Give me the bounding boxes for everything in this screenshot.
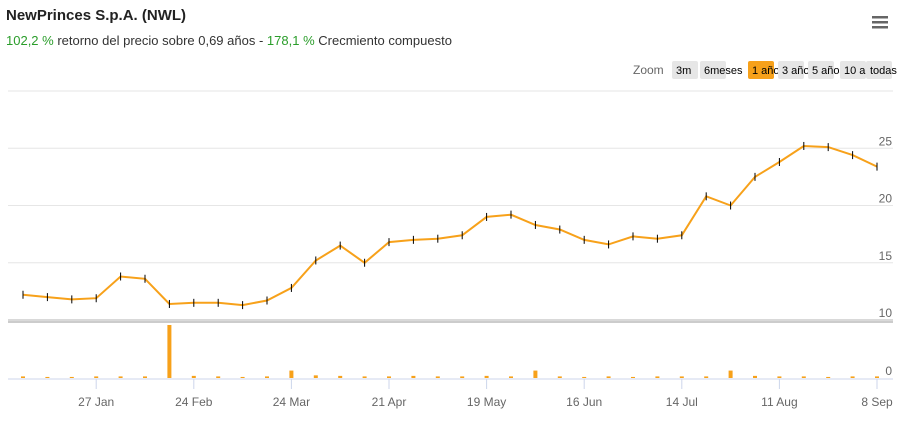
volume-bar [679, 376, 684, 378]
volume-bar [338, 375, 343, 378]
volume-bar [118, 376, 123, 378]
volume-bar [655, 376, 660, 378]
volume-bar [45, 376, 50, 378]
cagr-value: 178,1 % [267, 33, 315, 48]
y-tick-label: 15 [879, 249, 893, 263]
chart-title: NewPrinces S.p.A. (NWL) [6, 7, 186, 24]
zoom-label: Zoom [633, 63, 664, 77]
zoom-button-label: todas [870, 65, 897, 77]
zoom-button[interactable]: 3m [672, 61, 698, 79]
volume-bar [801, 376, 806, 378]
zoom-button-bg [700, 61, 726, 79]
zoom-button[interactable]: todas [866, 61, 897, 79]
volume-bar [606, 376, 611, 378]
x-tick-label: 8 Sep [861, 395, 893, 409]
volume-bar [631, 376, 635, 378]
volume-bar [435, 376, 440, 378]
volume-bar [777, 376, 782, 378]
zoom-button[interactable]: 6meses [700, 61, 743, 79]
volume-bar [94, 376, 99, 378]
volume-bar [216, 376, 221, 378]
price-line [22, 144, 878, 307]
y-tick-label: 20 [879, 192, 893, 206]
volume-bar [69, 376, 74, 378]
volume-bar [313, 375, 318, 378]
volume-bar [362, 376, 367, 378]
volume-bar [484, 375, 489, 378]
x-tick-label: 19 May [467, 395, 506, 409]
zoom-button-bg [808, 61, 834, 79]
zoom-button[interactable]: 5 años [808, 61, 846, 79]
volume-bar [850, 376, 855, 378]
volume-bar [582, 376, 587, 378]
volume-bar [460, 376, 465, 378]
menu-icon[interactable] [872, 16, 888, 29]
volume-bar [875, 376, 879, 378]
subtitle: 102,2 % retorno del precio sobre 0,69 añ… [6, 33, 452, 48]
volume-bar [411, 375, 416, 378]
zoom-button-label: 3 años [782, 65, 816, 77]
volume-bar [387, 376, 391, 378]
volume-bar [265, 376, 269, 378]
volume-bar [240, 376, 245, 378]
volume-bar [21, 376, 25, 378]
zoom-button-label: 5 años [812, 65, 846, 77]
x-tick-label: 24 Mar [273, 395, 310, 409]
zoom-button-label: 6meses [704, 65, 743, 77]
zoom-button-label: 3m [676, 65, 691, 77]
zoom-button-bg [748, 61, 774, 79]
volume-bar [533, 370, 538, 378]
volume-bar [289, 370, 294, 378]
volume-bar [753, 375, 757, 378]
panel-separator [8, 319, 893, 323]
x-tick-label: 24 Feb [175, 395, 213, 409]
zoom-button[interactable]: 3 años [778, 61, 816, 79]
volume-bar [143, 376, 147, 378]
volume-bar [509, 376, 513, 378]
cagr-text: Crecmiento compuesto [318, 33, 452, 48]
y-tick-label: 25 [879, 134, 893, 148]
return-value: 102,2 % [6, 33, 54, 48]
y2-tick-label: 0 [885, 364, 892, 378]
zoom-button[interactable]: 1 año [748, 61, 780, 79]
x-tick-label: 11 Aug [761, 395, 797, 409]
return-text: retorno del precio sobre 0,69 años - [57, 33, 263, 48]
zoom-button-label: 1 año [752, 65, 780, 77]
x-tick-label: 14 Jul [666, 395, 698, 409]
volume-bar [728, 370, 733, 378]
volume-bar [826, 376, 831, 378]
volume-bar [167, 325, 172, 378]
volume-bar [191, 375, 196, 378]
zoom-button-bg [866, 61, 892, 79]
x-tick-label: 16 Jun [566, 395, 602, 409]
y-tick-label: 10 [879, 306, 893, 320]
x-tick-label: 27 Jan [78, 395, 114, 409]
zoom-button-bg [672, 61, 698, 79]
zoom-button-bg [840, 61, 866, 79]
volume-bar [704, 376, 709, 378]
volume-bar [557, 376, 562, 378]
zoom-button-bg [778, 61, 804, 79]
x-tick-label: 21 Apr [372, 395, 407, 409]
